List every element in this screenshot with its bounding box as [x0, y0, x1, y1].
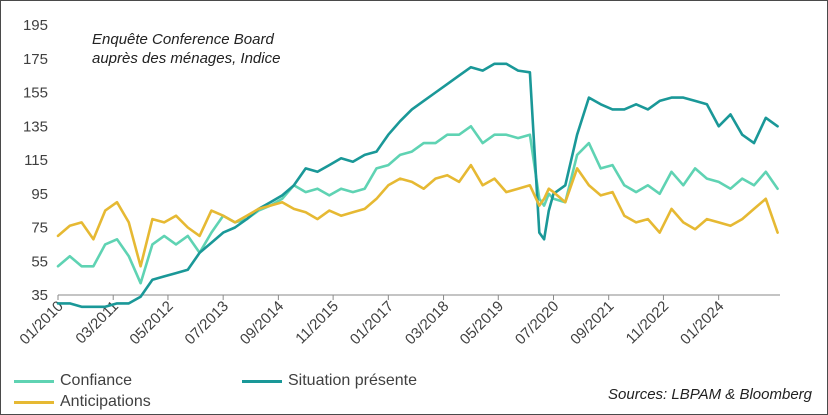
y-tick-label: 95 — [31, 186, 48, 203]
y-tick-label: 195 — [23, 17, 48, 34]
legend-swatch-situation — [242, 379, 282, 383]
y-tick-label: 75 — [31, 220, 48, 237]
legend-label-confiance: Confiance — [60, 372, 133, 389]
series-line-anticipations — [56, 163, 779, 268]
x-tick-label: 01/2017 — [347, 298, 397, 348]
x-tick-label: 05/2019 — [457, 298, 507, 348]
legend-swatch-confiance — [14, 379, 54, 383]
chart-subtitle: auprès des ménages, Indice — [92, 50, 280, 67]
legend-label-situation: Situation présente — [288, 372, 417, 389]
y-tick-label: 55 — [31, 253, 48, 270]
y-tick-label: 135 — [23, 118, 48, 135]
x-tick-label: 01/2024 — [677, 298, 727, 348]
x-tick-label: 09/2014 — [237, 298, 287, 348]
series-group — [56, 62, 779, 309]
legend-confiance: Confiance — [14, 372, 132, 390]
series-line-situation-pr-sente — [56, 62, 779, 309]
legend-swatch-anticipations — [14, 400, 54, 404]
x-tick-label: 09/2021 — [567, 298, 617, 348]
legend-anticipations: Anticipations — [14, 393, 151, 411]
y-tick-label: 35 — [31, 287, 48, 304]
x-tick-label: 11/2022 — [623, 298, 673, 348]
source-note: Sources: LBPAM & Bloomberg — [608, 386, 812, 403]
y-tick-label: 155 — [23, 85, 48, 102]
x-tick-label: 01/2010 — [16, 298, 66, 348]
x-tick-label: 07/2013 — [182, 298, 232, 348]
chart-title: Enquête Conference Board — [92, 31, 274, 48]
legend-label-anticipations: Anticipations — [60, 393, 151, 410]
series-line-confiance — [56, 125, 779, 285]
legend-situation: Situation présente — [242, 372, 417, 390]
x-tick-label: 03/2018 — [402, 298, 452, 348]
x-tick-label: 05/2012 — [126, 298, 176, 348]
x-tick-label: 07/2020 — [512, 298, 562, 348]
y-tick-label: 175 — [23, 51, 48, 68]
x-tick-label: 11/2015 — [292, 298, 342, 348]
y-tick-label: 115 — [24, 152, 48, 169]
